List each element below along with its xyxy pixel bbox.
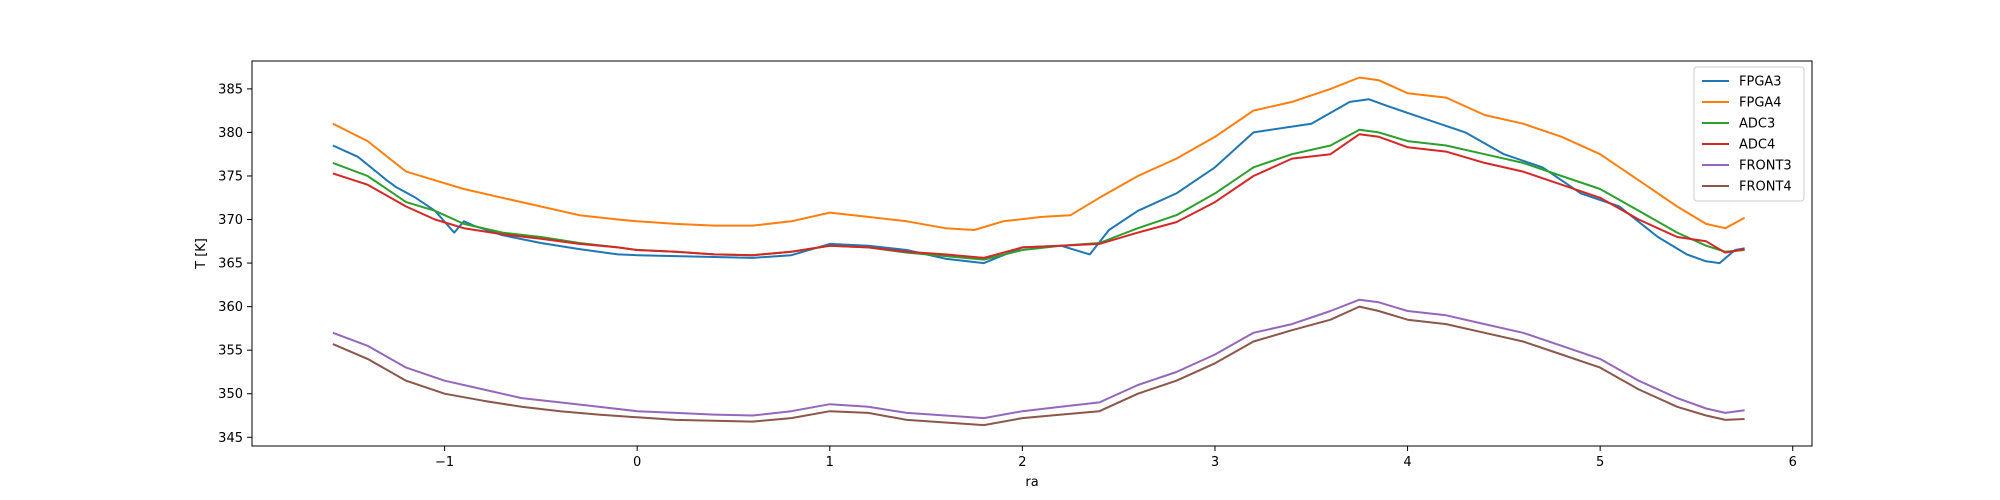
y-tick-label: 375 — [218, 169, 243, 184]
y-axis: 345 350 355 360 365 370 375 380 385 — [218, 82, 252, 446]
series-line-front3 — [332, 298, 1745, 420]
legend-label-fpga3: FPGA3 — [1739, 75, 1782, 90]
legend-label-fpga4: FPGA4 — [1739, 96, 1782, 111]
y-axis-label: T [K] — [194, 238, 209, 270]
y-tick-label: 380 — [218, 126, 243, 141]
x-tick-label: 1 — [826, 455, 834, 470]
x-tick-label: 6 — [1789, 455, 1797, 470]
y-tick-label: 360 — [218, 300, 243, 315]
x-tick-label: 3 — [1211, 455, 1219, 470]
x-tick-label: 5 — [1596, 455, 1604, 470]
x-tick-label: 4 — [1403, 455, 1411, 470]
y-tick-label: 370 — [218, 213, 243, 228]
y-tick-label: 355 — [218, 344, 243, 359]
y-tick-label: 365 — [218, 257, 243, 272]
legend-label-front4: FRONT4 — [1739, 180, 1792, 195]
legend: FPGA3 FPGA4 ADC3 ADC4 FRONT3 FRONT4 — [1693, 66, 1805, 202]
legend-label-adc3: ADC3 — [1739, 117, 1775, 132]
x-tick-label: 0 — [633, 455, 641, 470]
y-tick-label: 385 — [218, 82, 243, 97]
plot-lines — [332, 76, 1746, 427]
x-tick-label: 2 — [1018, 455, 1026, 470]
x-axis-label: ra — [1025, 475, 1038, 490]
series-line-fpga4 — [332, 76, 1746, 231]
y-tick-label: 345 — [218, 431, 243, 446]
legend-label-front3: FRONT3 — [1739, 159, 1792, 174]
series-line-adc4 — [332, 133, 1745, 259]
plot-frame — [251, 60, 1813, 447]
series-line-front4 — [332, 305, 1745, 427]
legend-label-adc4: ADC4 — [1739, 138, 1775, 153]
x-tick-label: −1 — [435, 455, 454, 470]
legend-box — [1693, 66, 1805, 202]
x-axis: −1 0 1 2 3 4 5 6 — [435, 446, 1797, 470]
y-tick-label: 350 — [218, 387, 243, 402]
